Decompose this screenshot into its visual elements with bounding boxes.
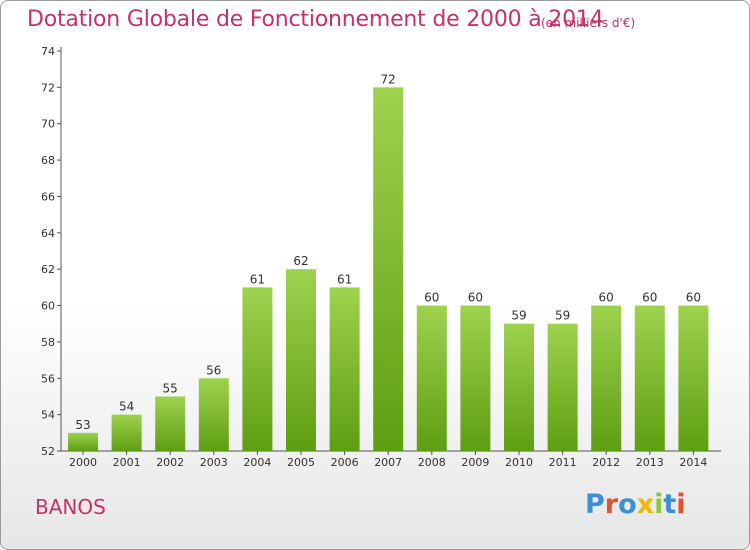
bar[interactable] <box>678 305 709 451</box>
logo-letter: o <box>618 489 637 520</box>
x-tick-label: 2009 <box>461 456 489 469</box>
x-axis: 2000 2001 2002 2003 2004 2005 2006 2007 2008 2009… <box>61 450 721 469</box>
bar-value-label: 59 <box>555 309 570 323</box>
bar-value-label: 60 <box>468 291 483 305</box>
bar-value-label: 60 <box>686 291 701 305</box>
x-tick-label: 2011 <box>549 456 577 469</box>
logo-letter: i <box>654 489 664 520</box>
bar-value-label: 55 <box>163 381 178 395</box>
x-tick-label: 2004 <box>243 456 271 469</box>
bar-series <box>68 87 709 451</box>
bar[interactable] <box>634 305 665 451</box>
chart-title: Dotation Globale de Fonctionnement de 20… <box>27 7 604 32</box>
bar[interactable] <box>460 305 491 451</box>
proxiti-logo[interactable]: Proxiti <box>585 489 686 520</box>
bar-value-label: 61 <box>250 272 265 286</box>
x-tick-label: 2003 <box>200 456 228 469</box>
bar[interactable] <box>329 287 360 451</box>
x-tick-label: 2000 <box>69 456 97 469</box>
logo-letter: t <box>663 489 677 520</box>
x-tick-label: 2012 <box>592 456 620 469</box>
y-tick-label: 66 <box>41 190 55 203</box>
y-tick-label: 64 <box>41 227 55 240</box>
bar-value-label: 54 <box>119 400 134 414</box>
commune-name: BANOS <box>35 495 106 519</box>
bar-value-label: 60 <box>642 291 657 305</box>
bar[interactable] <box>547 323 578 451</box>
x-tick-label: 2001 <box>113 456 141 469</box>
y-tick-label: 58 <box>41 336 55 349</box>
x-tick-label: 2005 <box>287 456 315 469</box>
bar-value-label: 62 <box>293 254 308 268</box>
bar-value-label: 59 <box>511 309 526 323</box>
bar[interactable] <box>68 432 98 451</box>
bar-value-label: 61 <box>337 272 352 286</box>
x-tick-label: 2013 <box>636 456 664 469</box>
bar[interactable] <box>111 414 142 451</box>
bar-value-label: 60 <box>599 291 614 305</box>
y-tick-label: 70 <box>41 118 55 131</box>
bar[interactable] <box>373 87 404 451</box>
bar-value-label: 72 <box>381 72 396 86</box>
x-tick-label: 2008 <box>418 456 446 469</box>
x-tick-label: 2006 <box>331 456 359 469</box>
bar[interactable] <box>591 305 622 451</box>
bar[interactable] <box>198 378 229 451</box>
logo-letter: P <box>585 489 605 520</box>
bar[interactable] <box>242 287 273 451</box>
bar-value-label: 53 <box>75 418 90 432</box>
logo-letter: r <box>604 489 619 520</box>
chart-subtitle: (en milliers d'€) <box>541 16 636 30</box>
y-tick-label: 62 <box>41 263 55 276</box>
x-tick-label: 2014 <box>679 456 707 469</box>
y-axis: 52 54 56 58 60 62 64 66 68 70 72 74 <box>41 45 62 458</box>
y-tick-label: 72 <box>41 81 55 94</box>
y-tick-label: 60 <box>41 300 55 313</box>
y-tick-label: 52 <box>41 445 55 458</box>
bar[interactable] <box>504 323 534 451</box>
y-tick-label: 68 <box>41 154 55 167</box>
bar-value-label: 56 <box>206 363 221 377</box>
bar[interactable] <box>286 269 316 451</box>
data-labels: 53 54 55 56 61 62 61 72 60 60 59 59 60 60 60 <box>75 72 701 431</box>
x-tick-label: 2007 <box>374 456 402 469</box>
bar-value-label: 60 <box>424 291 439 305</box>
logo-letter: i <box>676 489 686 520</box>
y-tick-label: 56 <box>41 372 55 385</box>
bar[interactable] <box>416 305 447 451</box>
y-tick-label: 74 <box>41 45 55 58</box>
y-tick-label: 54 <box>41 409 55 422</box>
x-tick-label: 2010 <box>505 456 533 469</box>
x-tick-label: 2002 <box>156 456 184 469</box>
bar[interactable] <box>155 396 186 451</box>
logo-letter: x <box>636 489 655 520</box>
